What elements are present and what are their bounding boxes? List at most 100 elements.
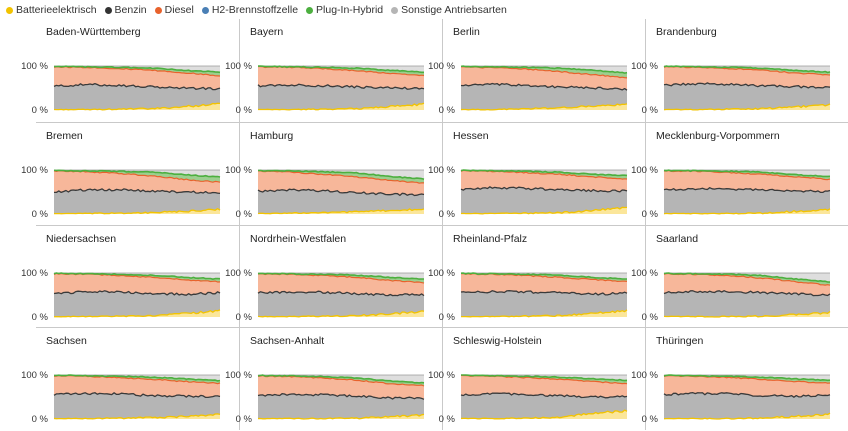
benzin-line — [53, 82, 221, 91]
panel-title: Saarland — [656, 232, 699, 245]
phev-area — [461, 66, 627, 78]
benzin-line — [663, 186, 831, 193]
legend-item[interactable]: Batterieelektrisch — [6, 4, 97, 16]
diesel-area — [54, 170, 220, 194]
legend-item[interactable]: Diesel — [154, 4, 194, 16]
diesel-line — [53, 66, 221, 77]
panel-title: Schleswig-Holstein — [453, 335, 542, 348]
phev-line — [663, 271, 831, 283]
y-tick-label: 0 % — [236, 105, 253, 116]
panel-title: Berlin — [453, 26, 480, 38]
y-tick-label: 0 % — [32, 209, 49, 220]
y-tick-label: 0 % — [236, 312, 253, 323]
chart-panel: Sachsen 100 % 0 % — [21, 327, 239, 430]
sonstige-area — [461, 375, 627, 381]
phev-line — [663, 65, 831, 74]
diesel-area — [664, 66, 830, 88]
battery-line — [257, 309, 425, 318]
chart-panel: Sachsen-Anhalt 100 % 0 % — [225, 327, 442, 430]
panel-title: Hamburg — [250, 129, 294, 142]
phev-line — [257, 272, 424, 280]
legend-label: H2-Brennstoffzelle — [211, 4, 299, 16]
benzin-area — [664, 392, 830, 420]
y-tick-label: 0 % — [32, 414, 49, 425]
chart-panel: Hessen 100 % 0 % — [428, 121, 645, 225]
y-tick-label: 0 % — [642, 312, 659, 323]
sonstige-area — [461, 169, 627, 176]
battery-line — [53, 413, 221, 420]
y-tick-label: 100 % — [428, 370, 455, 381]
sonstige-area — [461, 66, 627, 74]
sonstige-area — [258, 169, 424, 179]
battery-line — [257, 414, 425, 420]
phev-line — [257, 65, 424, 74]
phev-line — [53, 65, 221, 74]
y-tick-label: 0 % — [439, 209, 456, 220]
benzin-line — [53, 289, 221, 296]
diesel-area — [54, 272, 220, 295]
panel-title: Mecklenburg-Vorpommern — [656, 129, 780, 142]
panel-title: Baden-Württemberg — [46, 26, 141, 38]
benzin-area — [461, 393, 627, 420]
battery-line — [460, 103, 628, 111]
battery-area — [54, 208, 220, 214]
benzin-line — [460, 392, 628, 399]
sonstige-area — [258, 272, 424, 279]
legend-item[interactable]: Sonstige Antriebsarten — [391, 4, 507, 16]
benzin-line — [257, 188, 425, 196]
diesel-area — [461, 170, 627, 192]
sonstige-area — [258, 375, 424, 384]
sonstige-area — [54, 375, 220, 382]
phev-line — [460, 374, 628, 382]
benzin-line — [257, 290, 425, 296]
sonstige-area — [54, 169, 220, 177]
area-chart-svg: 100 % 0 % — [21, 61, 221, 116]
small-multiples-grid: Baden-Württemberg 100 % 0 % Bayern 100 % 0 % B… — [21, 19, 848, 430]
panel-title: Hessen — [453, 129, 489, 142]
benzin-line — [460, 289, 628, 296]
diesel-area — [54, 66, 220, 90]
chart-panel: Rheinland-Pfalz 100 % 0 % — [428, 224, 645, 328]
sonstige-area — [664, 375, 830, 381]
y-tick-label: 100 % — [631, 61, 658, 72]
legend-item[interactable]: Plug-In-Hybrid — [306, 4, 383, 16]
area-chart-svg: 100 % 0 % — [631, 61, 831, 116]
phev-line — [53, 169, 221, 178]
y-tick-label: 100 % — [428, 268, 455, 279]
battery-area — [664, 311, 830, 317]
battery-area — [54, 309, 220, 317]
legend-item[interactable]: Benzin — [104, 4, 147, 16]
y-tick-label: 100 % — [631, 370, 658, 381]
area-chart-svg: 100 % 0 % — [21, 165, 221, 220]
legend-dot-icon — [104, 6, 112, 14]
benzin-line — [257, 83, 425, 90]
y-tick-label: 100 % — [225, 61, 252, 72]
battery-line — [460, 206, 628, 215]
y-tick-label: 0 % — [439, 414, 456, 425]
sonstige-area — [258, 66, 424, 73]
y-tick-label: 100 % — [21, 370, 48, 381]
chart-panel: Nordrhein-Westfalen 100 % 0 % — [225, 224, 442, 328]
legend-item[interactable]: H2-Brennstoffzelle — [201, 4, 299, 16]
benzin-line — [460, 82, 628, 91]
benzin-line — [53, 392, 221, 399]
phev-line — [257, 169, 425, 180]
y-tick-label: 0 % — [236, 209, 253, 220]
y-tick-label: 100 % — [225, 268, 252, 279]
panel-title: Rheinland-Pfalz — [453, 232, 528, 245]
legend-label: Plug-In-Hybrid — [316, 4, 384, 16]
benzin-line — [663, 289, 831, 296]
y-tick-label: 100 % — [428, 61, 455, 72]
battery-line — [663, 103, 831, 111]
benzin-area — [664, 290, 830, 317]
benzin-area — [258, 290, 424, 317]
diesel-area — [54, 375, 220, 398]
y-tick-label: 100 % — [631, 268, 658, 279]
chart-panel: Niedersachsen 100 % 0 % — [21, 224, 239, 328]
benzin-area — [54, 290, 220, 317]
chart-panel: Bayern 100 % 0 % — [225, 19, 442, 122]
y-tick-label: 100 % — [225, 370, 252, 381]
sonstige-area — [664, 169, 830, 177]
diesel-area — [258, 273, 424, 296]
area-chart-svg: 100 % 0 % — [21, 268, 221, 323]
